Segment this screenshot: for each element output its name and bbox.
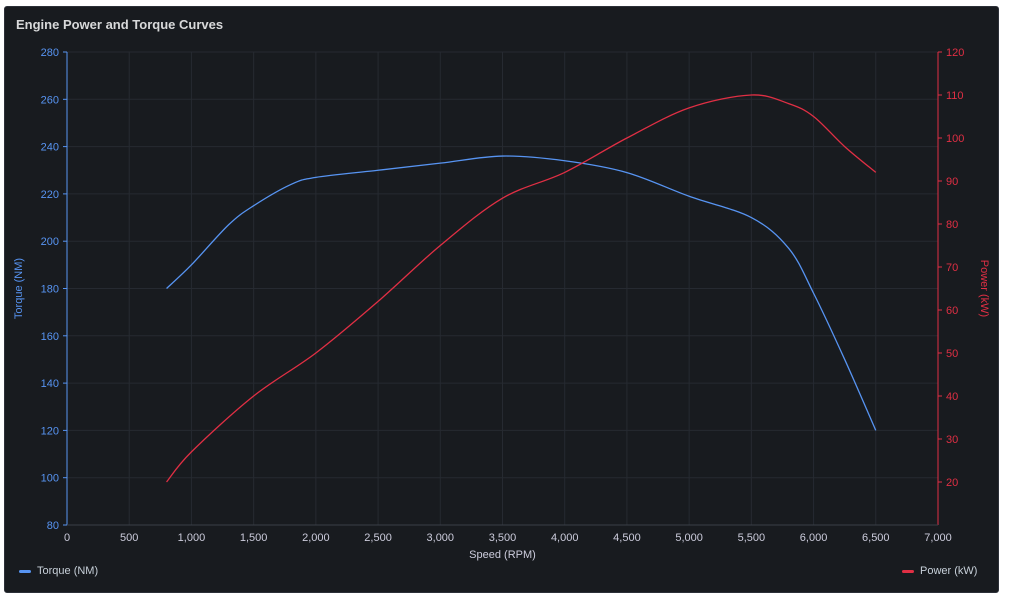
chart-panel: Engine Power and Torque Curves 0 500 1,000… [4,6,999,593]
x-tick-label: 4,500 [613,532,641,544]
y-left-axis-title: Torque (NM) [13,258,25,319]
legend-label-torque: Torque (NM) [37,565,99,577]
y-right-tick-label: 80 [946,219,958,231]
x-tick-label: 4,000 [551,532,579,544]
x-tick-label: 1,000 [178,532,206,544]
y-left-tick-label: 140 [41,378,59,390]
x-tick-label: 3,000 [427,532,455,544]
x-axis-title: Speed (RPM) [469,549,536,561]
x-tick-label: 6,500 [862,532,890,544]
y-right-tick-label: 70 [946,262,958,274]
legend-item-torque[interactable]: Torque (NM) [19,565,98,577]
chart-canvas: 0 500 1,000 1,500 2,000 2,500 3,000 3,500 4,000 4… [13,47,990,561]
legend-swatch-torque [19,569,31,573]
y-left-tick-label: 120 [41,425,59,437]
y-left-tick-label: 160 [41,331,59,343]
y-left-tick-label: 240 [41,142,59,154]
y-right-axis-title: Power (kW) [978,260,990,317]
x-tick-label: 0 [64,532,70,544]
y-left-tick-label: 260 [41,94,59,106]
legend-label-power: Power (kW) [920,565,978,577]
x-tick-label: 5,000 [675,532,703,544]
x-tick-label: 2,000 [302,532,330,544]
y-left-tick-label: 200 [41,236,59,248]
torque-series-line [166,155,877,431]
x-tick-label: 6,000 [800,532,828,544]
y-left-tick-label: 80 [47,520,59,532]
y-right-tick-label: 20 [946,477,958,489]
x-tick-label: 5,500 [738,532,766,544]
y-right-tick-label: 60 [946,305,958,317]
x-tick-label: 500 [120,532,138,544]
legend-swatch-power [902,569,914,573]
panel-title: Engine Power and Torque Curves [16,17,224,32]
y-left-tick-label: 180 [41,284,59,296]
y-right-tick-label: 30 [946,434,958,446]
legend-item-power[interactable]: Power (kW) [902,565,977,577]
y-right-tick-label: 120 [946,47,964,59]
y-right-tick-label: 50 [946,348,958,360]
y-left-tick-label: 220 [41,189,59,201]
y-right-tick-label: 40 [946,391,958,403]
power-series-line [166,94,877,483]
y-left-tick-label: 280 [41,47,59,59]
y-right-tick-label: 110 [946,90,964,102]
x-tick-label: 7,000 [924,532,952,544]
x-tick-label: 1,500 [240,532,268,544]
y-left-tick-label: 100 [41,473,59,485]
x-tick-label: 2,500 [364,532,392,544]
x-tick-label: 3,500 [489,532,517,544]
y-right-tick-label: 100 [946,133,964,145]
y-right-tick-label: 90 [946,176,958,188]
